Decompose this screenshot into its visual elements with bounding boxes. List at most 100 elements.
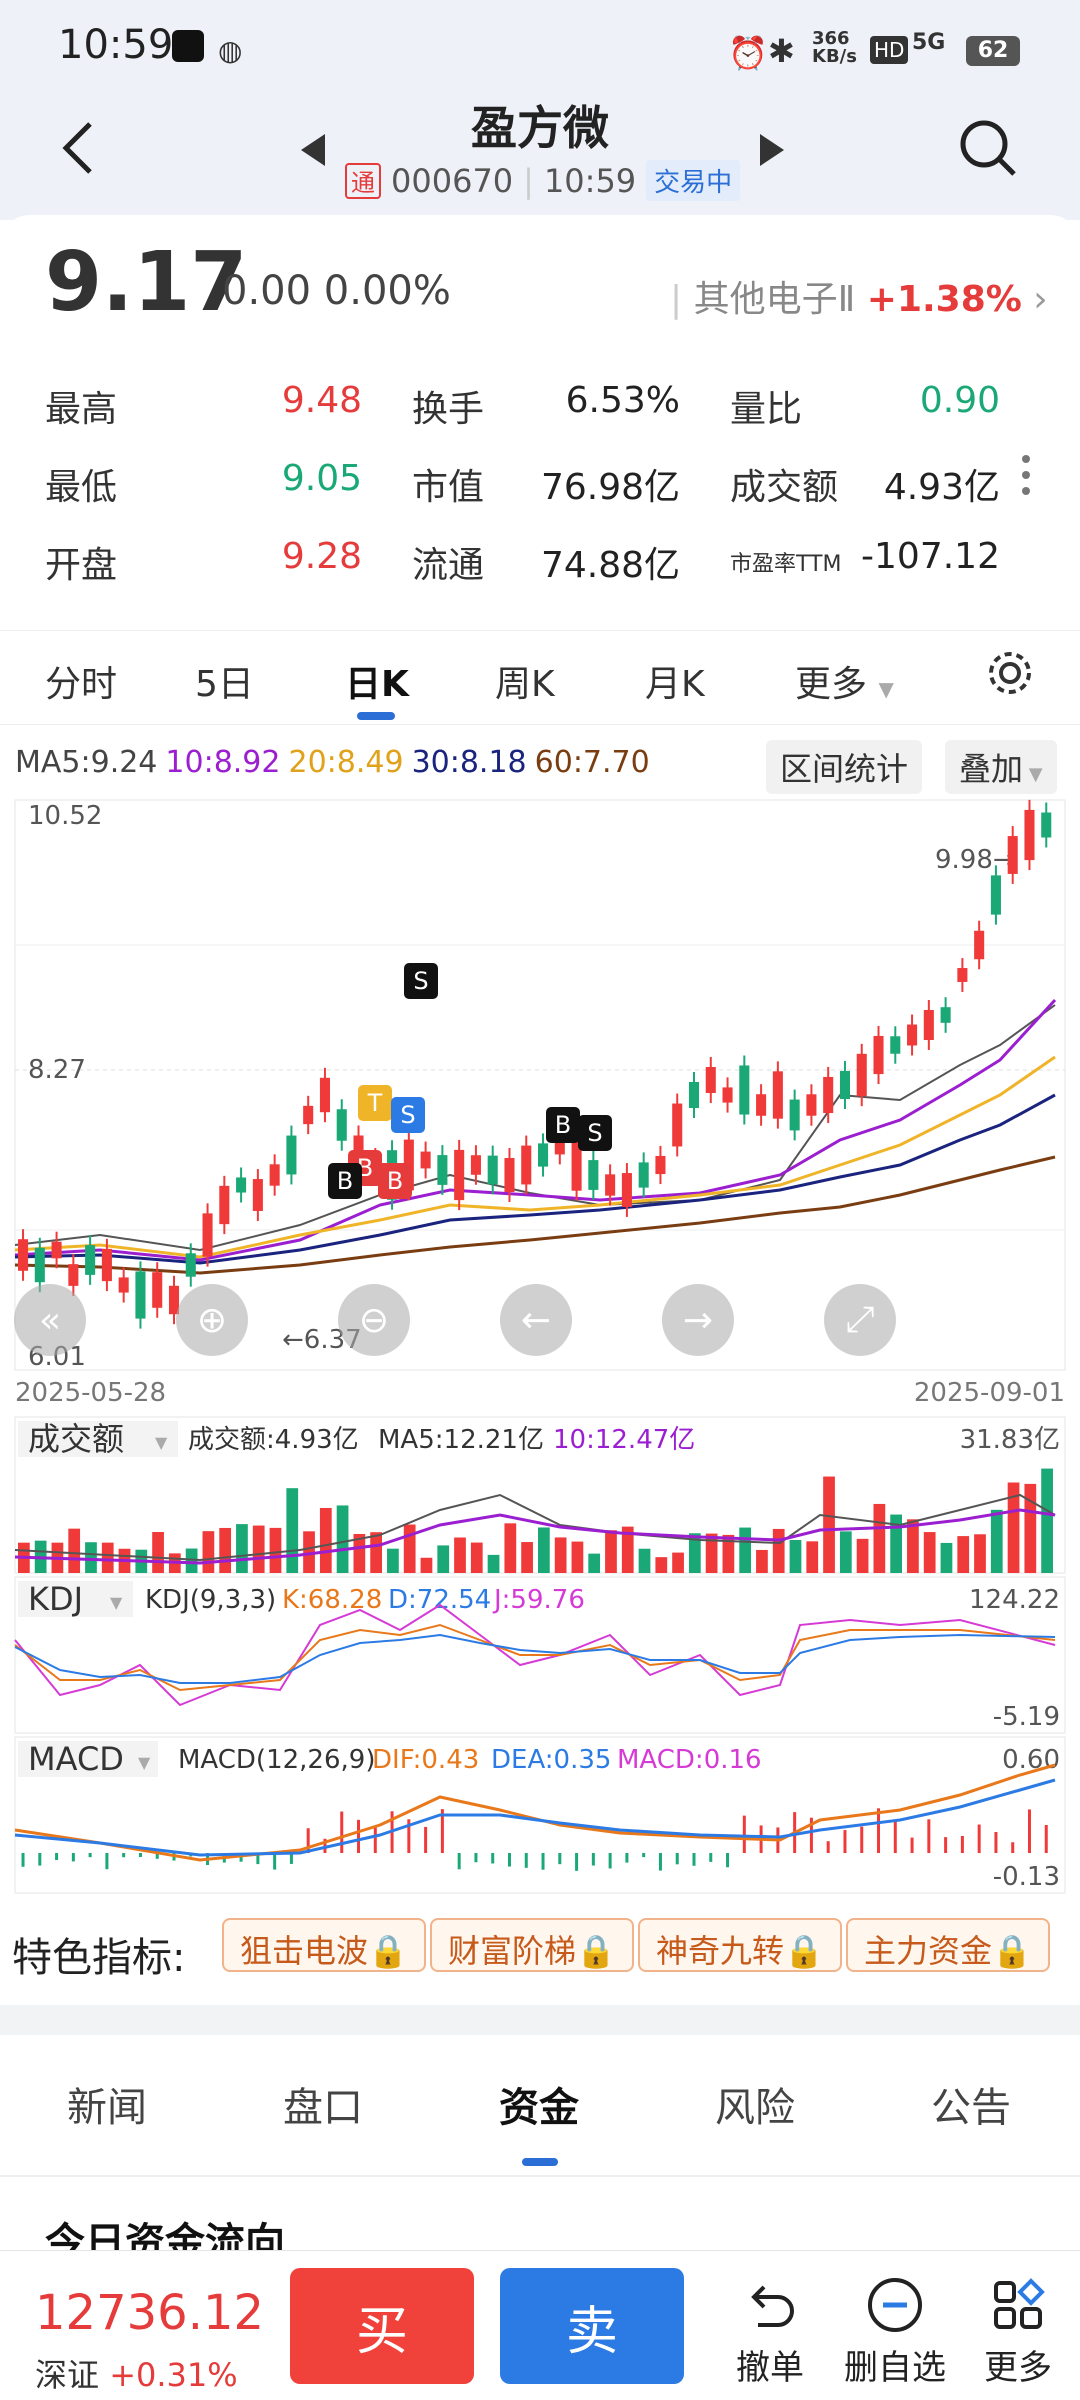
tab-risk[interactable]: 风险 xyxy=(715,2085,795,2131)
tab-weekly-k[interactable]: 周K xyxy=(495,664,555,705)
zoom-in-button[interactable]: ⊕ xyxy=(176,1284,248,1356)
scroll-start-button[interactable]: « xyxy=(14,1284,86,1356)
stock-code: 000670 xyxy=(391,161,514,200)
feature-main-funds[interactable]: 主力资金🔒 xyxy=(846,1918,1050,1972)
zoom-out-button[interactable]: ⊖ xyxy=(338,1284,410,1356)
sell-button[interactable]: 卖 xyxy=(500,2268,684,2384)
feature-nine-turn[interactable]: 神奇九转🔒 xyxy=(638,1918,842,1972)
kdj-params: KDJ(9,3,3) xyxy=(145,1585,276,1615)
active-tab-indicator xyxy=(357,712,395,720)
kline-tabs xyxy=(0,630,1080,725)
ma60-value: 60:7.70 xyxy=(534,745,650,780)
feature-sniper[interactable]: 狙击电波🔒 xyxy=(222,1918,426,1972)
tab-monthly-k[interactable]: 月K xyxy=(645,664,705,705)
cancel-order-button[interactable]: 撤单 xyxy=(710,2270,830,2389)
macd-params: MACD(12,26,9) xyxy=(178,1745,375,1775)
kline-chart[interactable]: 10.52 8.27 6.01 9.98→ ←6.37 S T B B S B … xyxy=(0,795,1080,1375)
ma30-value: 30:8.18 xyxy=(411,745,527,780)
date-end: 2025-09-01 xyxy=(913,1378,1065,1408)
overlay-label: 叠加 xyxy=(959,750,1024,788)
volume-ma10: 10:12.47亿 xyxy=(553,1425,695,1455)
volume-chart[interactable]: 成交额 ▼ 成交额:4.93亿 MA5:12.21亿 10:12.47亿 31.… xyxy=(0,1415,1080,1575)
next-stock-button[interactable] xyxy=(756,130,788,174)
stat-label: 最高 xyxy=(45,389,118,430)
svg-text:B: B xyxy=(337,1167,353,1195)
more-stats-button[interactable] xyxy=(1022,455,1032,495)
volume-bars xyxy=(18,1468,1053,1573)
chart-settings-button[interactable] xyxy=(985,648,1035,702)
search-button[interactable] xyxy=(958,118,1018,182)
status-bar: 10:59 ◍ ⏰ ✱ 366 KB/s HD 5G 62 xyxy=(0,0,1080,100)
more-label: 更多 xyxy=(984,2348,1052,2388)
candles-layer xyxy=(18,799,1052,1329)
stat-label: 开盘 xyxy=(45,545,118,586)
prev-stock-button[interactable] xyxy=(297,130,329,174)
stat-value: 74.88亿 xyxy=(540,545,680,586)
sector-pct: +1.38% xyxy=(866,279,1022,320)
tab-more-label: 更多 xyxy=(795,664,868,705)
ma-legend: MA5:9.24 10:8.92 20:8.49 30:8.18 60:7.70 xyxy=(15,745,650,780)
index-name: 深证 xyxy=(35,2356,100,2394)
lock-icon: 🔒 xyxy=(992,1932,1032,1970)
macd-dea: DEA:0.35 xyxy=(491,1745,611,1775)
header-bar xyxy=(0,100,1080,220)
stat-label: 流通 xyxy=(412,545,485,586)
range-stats-button[interactable]: 区间统计 xyxy=(766,740,923,794)
ma10-value: 10:8.92 xyxy=(165,745,281,780)
sector-link[interactable]: | 其他电子Ⅱ +1.38% › xyxy=(670,279,1048,320)
svg-text:T: T xyxy=(367,1089,383,1117)
lock-icon: 🔒 xyxy=(368,1932,408,1970)
tab-funds[interactable]: 资金 xyxy=(499,2085,579,2131)
macd-title: MACD xyxy=(28,1740,124,1778)
tab-timeshare[interactable]: 分时 xyxy=(45,664,118,705)
macd-chart[interactable]: MACD ▼ MACD(12,26,9) DIF:0.43 DEA:0.35 M… xyxy=(0,1735,1080,1895)
cancel-order-label: 撤单 xyxy=(736,2348,804,2388)
marker-s xyxy=(404,963,438,999)
overlay-button[interactable]: 叠加 ▼ xyxy=(945,740,1057,794)
pan-left-button[interactable]: ← xyxy=(500,1284,572,1356)
zoom-in-icon: ⊕ xyxy=(196,1299,228,1341)
volume-ma5: MA5:12.21亿 xyxy=(378,1425,544,1455)
change-pct: 0.00% xyxy=(323,268,451,314)
stat-label: 换手 xyxy=(412,389,485,430)
tab-news[interactable]: 新闻 xyxy=(67,2085,147,2131)
stat-label: 市盈率TTM xyxy=(730,552,842,577)
back-button[interactable] xyxy=(58,118,98,178)
more-button[interactable]: 更多 xyxy=(958,2270,1078,2389)
tab-daily-k[interactable]: 日K xyxy=(345,664,409,705)
tab-more[interactable]: 更多 ▼ xyxy=(795,655,894,707)
stat-label: 成交额 xyxy=(730,467,839,508)
date-start: 2025-05-28 xyxy=(15,1378,167,1408)
feature-main-funds-label: 主力资金 xyxy=(864,1932,993,1970)
macd-max-label: 0.60 xyxy=(1002,1745,1060,1775)
buy-button[interactable]: 买 xyxy=(290,2268,474,2384)
feature-label: 特色指标: xyxy=(12,1935,186,1981)
last-price: 9.17 xyxy=(45,235,248,330)
pan-right-button[interactable]: → xyxy=(662,1284,734,1356)
stat-label: 量比 xyxy=(730,389,803,430)
remove-watchlist-label: 删自选 xyxy=(844,2348,946,2388)
index-value[interactable]: 12736.12 xyxy=(35,2285,265,2341)
index-info: 深证 +0.31% xyxy=(35,2350,238,2396)
caret-down-icon: ▼ xyxy=(878,677,894,701)
tab-5day[interactable]: 5日 xyxy=(195,664,254,705)
ma5-value: MA5:9.24 xyxy=(15,745,158,780)
tab-order-book[interactable]: 盘口 xyxy=(283,2085,363,2131)
stat-value: 76.98亿 xyxy=(540,467,680,508)
remove-watchlist-button[interactable]: 删自选 xyxy=(835,2270,955,2389)
svg-text:B: B xyxy=(555,1111,571,1139)
stat-value: 9.48 xyxy=(281,380,362,421)
feature-ladder[interactable]: 财富阶梯🔒 xyxy=(430,1918,634,1972)
kdj-chart[interactable]: KDJ ▼ KDJ(9,3,3) K:68.28 D:72.54 J:59.76… xyxy=(0,1575,1080,1735)
price-change: 0.00 0.00% xyxy=(222,268,451,314)
stat-value: 0.90 xyxy=(919,380,1000,421)
fullscreen-button[interactable]: ⤢ xyxy=(824,1284,896,1356)
divider: | xyxy=(523,161,534,200)
tab-announcements[interactable]: 公告 xyxy=(931,2085,1011,2131)
alarm-icon: ⏰ xyxy=(728,34,768,72)
kdj-d: D:72.54 xyxy=(388,1585,491,1615)
kline-max-label: 9.98→ xyxy=(935,845,1015,875)
stat-label: 市值 xyxy=(412,467,485,508)
ma-lines xyxy=(14,998,1057,1275)
marker-b xyxy=(546,1107,580,1143)
